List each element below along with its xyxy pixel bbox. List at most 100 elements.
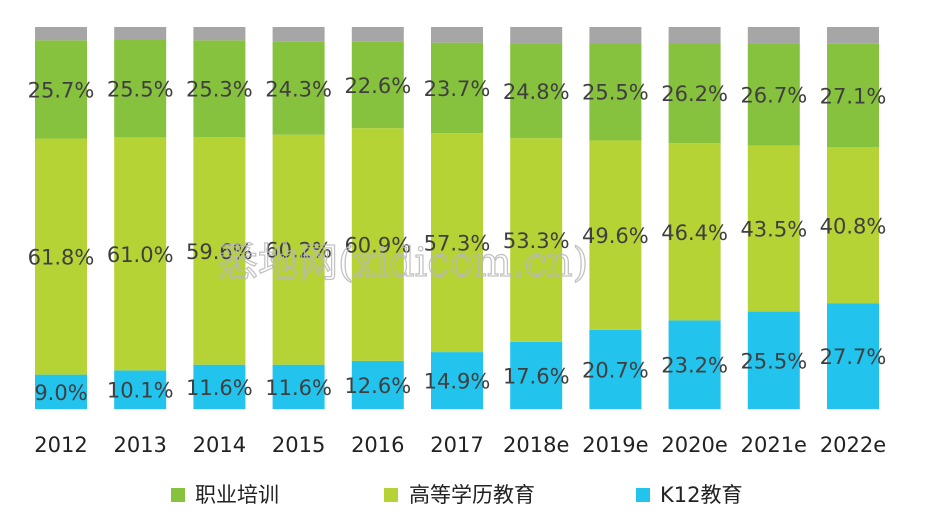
bar-segment-higher-edu-2020e	[668, 143, 721, 321]
data-label-vocational-2022e: 27.1%	[820, 85, 887, 109]
data-label-higher-edu-2012: 61.8%	[28, 246, 95, 270]
bar-segment-k12-2015	[272, 364, 325, 409]
bar-segment-higher-edu-2021e	[747, 145, 800, 312]
bar-segment-remainder-2021e	[747, 27, 800, 44]
data-label-k12-2017: 14.9%	[424, 370, 491, 394]
data-label-higher-edu-2021e: 43.5%	[740, 218, 807, 242]
data-label-k12-2022e: 27.7%	[820, 345, 887, 369]
x-tick-label-2021e: 2021e	[741, 433, 807, 457]
legend-label-higher-edu: 高等学历教育	[409, 483, 535, 507]
x-tick-label-2017: 2017	[430, 433, 483, 457]
bar-segment-k12-2017	[431, 352, 483, 409]
data-label-vocational-2016: 22.6%	[344, 74, 411, 98]
data-label-vocational-2012: 25.7%	[28, 78, 95, 102]
bar-segment-higher-edu-2013	[114, 137, 167, 371]
legend-label-vocational: 职业培训	[195, 483, 279, 507]
bar-segment-k12-2022e	[827, 303, 879, 409]
bar-segment-vocational-2021e	[747, 43, 800, 146]
bar-segment-k12-2013	[114, 370, 167, 409]
data-label-higher-edu-2022e: 40.8%	[820, 214, 887, 238]
data-label-k12-2013: 10.1%	[107, 379, 174, 403]
bar-segment-higher-edu-2014	[193, 137, 246, 365]
data-label-vocational-2015: 24.3%	[265, 77, 332, 101]
data-label-vocational-2013: 25.5%	[107, 78, 174, 102]
data-label-higher-edu-2014: 59.6%	[186, 240, 253, 264]
x-tick-label-2020e: 2020e	[661, 433, 727, 457]
data-label-higher-edu-2015: 60.2%	[265, 239, 332, 263]
data-label-k12-2020e: 23.2%	[661, 354, 728, 378]
bar-segment-higher-edu-2018e	[510, 138, 563, 342]
bar-segment-k12-2020e	[668, 320, 721, 409]
bar-segment-remainder-2014	[193, 27, 246, 41]
bar-segment-higher-edu-2016	[351, 128, 404, 361]
bar-segment-remainder-2016	[351, 27, 404, 42]
bar-segment-remainder-2012	[35, 27, 87, 41]
data-label-higher-edu-2018e: 53.3%	[503, 229, 570, 253]
x-tick-label-2016: 2016	[351, 433, 404, 457]
bar-segment-k12-2012	[35, 374, 87, 409]
data-label-vocational-2018e: 24.8%	[503, 80, 570, 104]
bar-segment-vocational-2017	[431, 42, 483, 134]
bar-segment-higher-edu-2019e	[589, 140, 642, 330]
bar-segment-higher-edu-2015	[272, 134, 325, 365]
bar-segment-k12-2021e	[747, 311, 800, 409]
data-label-vocational-2020e: 26.2%	[661, 82, 728, 106]
bar-segment-k12-2016	[351, 360, 404, 409]
watermark-text: 悉地网(xidicom.cn)	[218, 240, 588, 286]
data-label-k12-2015: 11.6%	[265, 376, 332, 400]
x-tick-label-2015: 2015	[272, 433, 325, 457]
legend-label-k12: K12教育	[660, 483, 743, 507]
bar-segment-higher-edu-2017	[431, 133, 483, 353]
x-tick-label-2018e: 2018e	[503, 433, 569, 457]
bar-segment-higher-edu-2022e	[827, 147, 879, 304]
bar-segment-vocational-2018e	[510, 43, 563, 139]
x-tick-label-2019e: 2019e	[582, 433, 648, 457]
data-label-k12-2014: 11.6%	[186, 376, 253, 400]
bar-segment-vocational-2022e	[827, 43, 879, 148]
data-label-higher-edu-2016: 60.9%	[344, 234, 411, 258]
bar-segment-vocational-2013	[114, 39, 167, 138]
bar-segment-vocational-2019e	[589, 43, 642, 141]
legend-swatch-k12	[636, 488, 650, 502]
x-tick-label-2022e: 2022e	[820, 433, 886, 457]
bar-segment-k12-2014	[193, 364, 246, 409]
bar-segment-remainder-2015	[272, 27, 325, 42]
legend-swatch-vocational	[171, 488, 185, 502]
data-label-k12-2016: 12.6%	[344, 374, 411, 398]
legend: 职业培训 高等学历教育 K12教育	[171, 483, 743, 507]
data-label-vocational-2014: 25.3%	[186, 78, 253, 102]
bar-segment-vocational-2014	[193, 40, 246, 138]
bar-segment-vocational-2016	[351, 41, 404, 129]
data-labels-layer: 9.0% 61.8% 25.7% 10.1% 61.0% 25.5% 11.6% 59.6% 2…	[28, 74, 887, 405]
data-label-vocational-2021e: 26.7%	[740, 83, 807, 107]
bar-segment-remainder-2020e	[668, 27, 721, 44]
data-label-higher-edu-2020e: 46.4%	[661, 221, 728, 245]
data-label-vocational-2019e: 25.5%	[582, 81, 649, 105]
data-label-higher-edu-2019e: 49.6%	[582, 224, 649, 248]
bar-segment-remainder-2022e	[827, 27, 879, 44]
bar-segment-remainder-2019e	[589, 27, 642, 44]
bar-segment-vocational-2015	[272, 41, 325, 135]
bar-segment-remainder-2013	[114, 27, 167, 40]
data-label-k12-2019e: 20.7%	[582, 358, 649, 382]
bar-segment-vocational-2020e	[668, 43, 721, 144]
legend-swatch-higher-edu	[384, 488, 398, 502]
bar-segment-vocational-2012	[35, 40, 87, 139]
data-label-higher-edu-2017: 57.3%	[424, 232, 491, 256]
data-label-higher-edu-2013: 61.0%	[107, 243, 174, 267]
bar-segment-remainder-2018e	[510, 27, 563, 44]
bar-segment-k12-2019e	[589, 329, 642, 409]
x-tick-label-2013: 2013	[113, 433, 166, 457]
x-tick-label-2014: 2014	[193, 433, 246, 457]
bar-segment-k12-2018e	[510, 341, 563, 409]
data-label-vocational-2017: 23.7%	[424, 77, 491, 101]
bar-segment-higher-edu-2012	[35, 138, 87, 375]
x-axis: 2012 2013 2014 2015 2016 2017 2018e 2019e 2020e 2…	[34, 433, 886, 457]
data-label-k12-2018e: 17.6%	[503, 364, 570, 388]
data-label-k12-2021e: 25.5%	[740, 349, 807, 373]
x-tick-label-2012: 2012	[34, 433, 87, 457]
data-label-k12-2012: 9.0%	[34, 381, 87, 405]
bars-layer	[35, 27, 879, 409]
